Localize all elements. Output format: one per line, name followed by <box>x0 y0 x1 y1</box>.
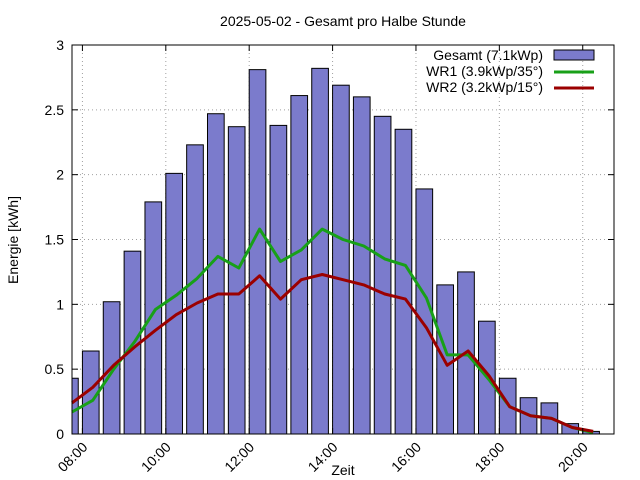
series-line-wr2 <box>71 273 594 433</box>
bar <box>269 124 288 435</box>
bar <box>227 126 246 435</box>
y-tick-label: 0 <box>56 426 64 442</box>
y-tick-label: 2.5 <box>45 102 65 118</box>
bar <box>207 113 225 435</box>
y-tick-label: 0.5 <box>45 361 65 377</box>
y-tick-label: 1.5 <box>45 232 65 248</box>
x-tick-label: 16:00 <box>388 439 424 475</box>
bar <box>290 95 309 435</box>
x-tick-label: 08:00 <box>54 439 90 475</box>
series-lines <box>71 227 594 435</box>
bar <box>373 115 392 435</box>
bar <box>71 377 79 435</box>
bar <box>144 201 163 435</box>
bars <box>71 67 600 435</box>
x-tick-label: 10:00 <box>138 439 174 475</box>
x-tick-label: 12:00 <box>221 439 257 475</box>
x-axis-label: Zeit <box>331 462 354 478</box>
legend-label-wr1: WR1 (3.9kWp/35°) <box>426 63 543 79</box>
y-tick-label: 1 <box>56 296 64 312</box>
x-tick-label: 18:00 <box>471 439 507 475</box>
bar <box>332 84 350 435</box>
y-axis-label: Energie [kWh] <box>5 196 21 284</box>
bar <box>248 69 267 435</box>
chart-title: 2025-05-02 - Gesamt pro Halbe Stunde <box>220 13 466 29</box>
legend-swatch-gesamt <box>553 49 595 61</box>
legend: Gesamt (7.1kWp) WR1 (3.9kWp/35°) WR2 (3.… <box>426 47 595 95</box>
bar <box>186 144 204 435</box>
x-tick-label: 20:00 <box>555 439 591 475</box>
legend-label-gesamt: Gesamt (7.1kWp) <box>433 47 543 63</box>
legend-label-wr2: WR2 (3.2kWp/15°) <box>426 79 543 95</box>
bar <box>394 128 413 435</box>
bar <box>165 172 183 435</box>
bar <box>311 67 329 435</box>
y-tick-label: 2 <box>56 167 64 183</box>
bar <box>352 96 371 435</box>
y-tick-label: 3 <box>56 37 64 53</box>
